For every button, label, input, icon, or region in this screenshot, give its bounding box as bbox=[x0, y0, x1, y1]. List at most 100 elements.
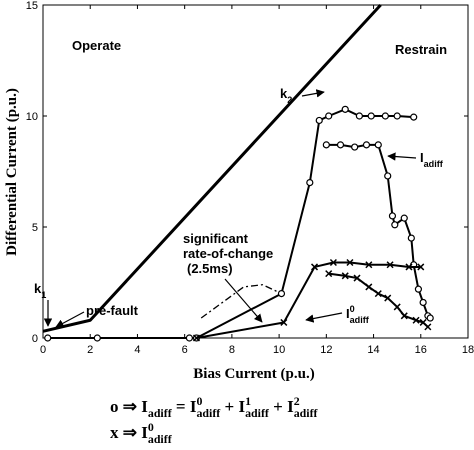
marker-x bbox=[365, 261, 373, 269]
annotation: pre-fault bbox=[86, 303, 139, 318]
arrow bbox=[55, 311, 85, 328]
text-part: adiff bbox=[424, 159, 444, 169]
text-part: 0 bbox=[196, 394, 202, 408]
text-part: Restrain bbox=[395, 42, 447, 57]
x-tick-label: 4 bbox=[134, 344, 140, 356]
marker-x bbox=[424, 323, 432, 331]
marker-x bbox=[400, 312, 408, 320]
text-part: 1 bbox=[245, 394, 251, 408]
annotation: Iadiff bbox=[420, 150, 444, 169]
marker-circle bbox=[374, 141, 382, 149]
annotation: (2.5ms) bbox=[187, 261, 233, 276]
annotation: k2 bbox=[280, 86, 292, 105]
marker-circle bbox=[367, 112, 375, 120]
text-part: Operate bbox=[72, 38, 121, 53]
marker-circle bbox=[341, 105, 349, 113]
x-tick-label: 0 bbox=[40, 344, 46, 356]
text-part: adiff bbox=[294, 406, 319, 420]
series-line bbox=[42, 3, 382, 333]
marker-circle bbox=[277, 290, 286, 298]
marker-x bbox=[384, 294, 392, 302]
text-part: adiff bbox=[350, 315, 370, 325]
y-tick-label: 0 bbox=[32, 333, 38, 345]
marker-circle bbox=[315, 116, 323, 125]
marker-circle bbox=[407, 234, 415, 242]
marker-circle bbox=[384, 172, 392, 180]
marker-circle bbox=[44, 334, 52, 342]
annotation: I0 adiff bbox=[346, 304, 370, 325]
marker-circle bbox=[391, 221, 399, 229]
marker-circle bbox=[355, 112, 363, 120]
x-tick-label: 18 bbox=[462, 344, 474, 356]
marker-x bbox=[329, 258, 337, 267]
marker-circle bbox=[426, 314, 434, 322]
text-part: 0 bbox=[350, 304, 355, 314]
x-tick-label: 6 bbox=[182, 344, 188, 356]
text-part: rate-of-change bbox=[183, 246, 273, 261]
arrow bbox=[301, 89, 325, 98]
arrow bbox=[387, 152, 417, 161]
marker-circle bbox=[325, 112, 333, 120]
annotation: Restrain bbox=[395, 42, 447, 57]
text-part: (2.5ms) bbox=[187, 261, 233, 276]
marker-x bbox=[405, 263, 413, 271]
text-part: 2 bbox=[294, 394, 300, 408]
marker-circle bbox=[93, 334, 101, 342]
marker-x bbox=[386, 261, 394, 269]
text-part: x ⇒ I bbox=[110, 423, 148, 442]
annotation: Operate bbox=[72, 38, 121, 53]
marker-x bbox=[365, 283, 373, 291]
text-part: adiff bbox=[148, 406, 173, 420]
x-tick-label: 14 bbox=[367, 344, 379, 356]
arrow bbox=[224, 278, 263, 323]
text-part: adiff bbox=[196, 406, 221, 420]
text-part: pre-fault bbox=[86, 303, 139, 318]
marker-circle bbox=[414, 285, 423, 293]
formula: x ⇒ I0 adiff bbox=[110, 420, 173, 445]
marker-circle bbox=[419, 298, 427, 307]
text-part: = I bbox=[172, 397, 197, 416]
x-tick-label: 16 bbox=[415, 344, 427, 356]
marker-circle bbox=[362, 141, 371, 149]
marker-x bbox=[412, 316, 420, 324]
text-part: 1 bbox=[41, 290, 46, 300]
text-part: I bbox=[420, 150, 424, 165]
x-tick-label: 2 bbox=[87, 344, 93, 356]
text-part: adiff bbox=[148, 432, 173, 445]
marker-circle bbox=[388, 212, 397, 220]
x-tick-label: 10 bbox=[273, 344, 285, 356]
marker-circle bbox=[381, 112, 389, 120]
annotation: significant bbox=[183, 231, 249, 246]
marker-x bbox=[280, 318, 288, 326]
marker-x bbox=[325, 270, 333, 278]
arrow bbox=[305, 312, 343, 323]
marker-x bbox=[393, 303, 401, 311]
marker-x bbox=[346, 258, 354, 267]
formula: o ⇒ Iadiff = I0 adiff + I1 adiff + I2 adiff bbox=[110, 394, 319, 420]
marker-circle bbox=[322, 141, 330, 149]
text-part: k bbox=[280, 86, 288, 101]
annotation: k1 bbox=[34, 281, 46, 300]
text-part: adiff bbox=[245, 406, 270, 420]
text-part: I bbox=[346, 306, 350, 321]
text-part: + I bbox=[269, 397, 294, 416]
marker-x bbox=[417, 263, 425, 271]
text-part: + I bbox=[220, 397, 245, 416]
marker-circle bbox=[410, 113, 418, 121]
text-part: 0 bbox=[148, 420, 154, 434]
x-tick-label: 12 bbox=[320, 344, 332, 356]
marker-circle bbox=[185, 334, 193, 342]
y-tick-label: 5 bbox=[32, 222, 38, 234]
y-axis-label: Differential Current (p.u.) bbox=[4, 88, 20, 256]
text-part: 2 bbox=[287, 95, 292, 105]
marker-circle bbox=[351, 143, 359, 151]
marker-x bbox=[353, 274, 361, 282]
marker-x bbox=[310, 263, 319, 271]
marker-circle bbox=[400, 214, 408, 222]
x-axis-label: Bias Current (p.u.) bbox=[193, 366, 314, 382]
marker-x bbox=[192, 334, 201, 342]
text-part: significant bbox=[183, 231, 249, 246]
marker-circle bbox=[393, 112, 401, 120]
series-line bbox=[200, 284, 282, 319]
